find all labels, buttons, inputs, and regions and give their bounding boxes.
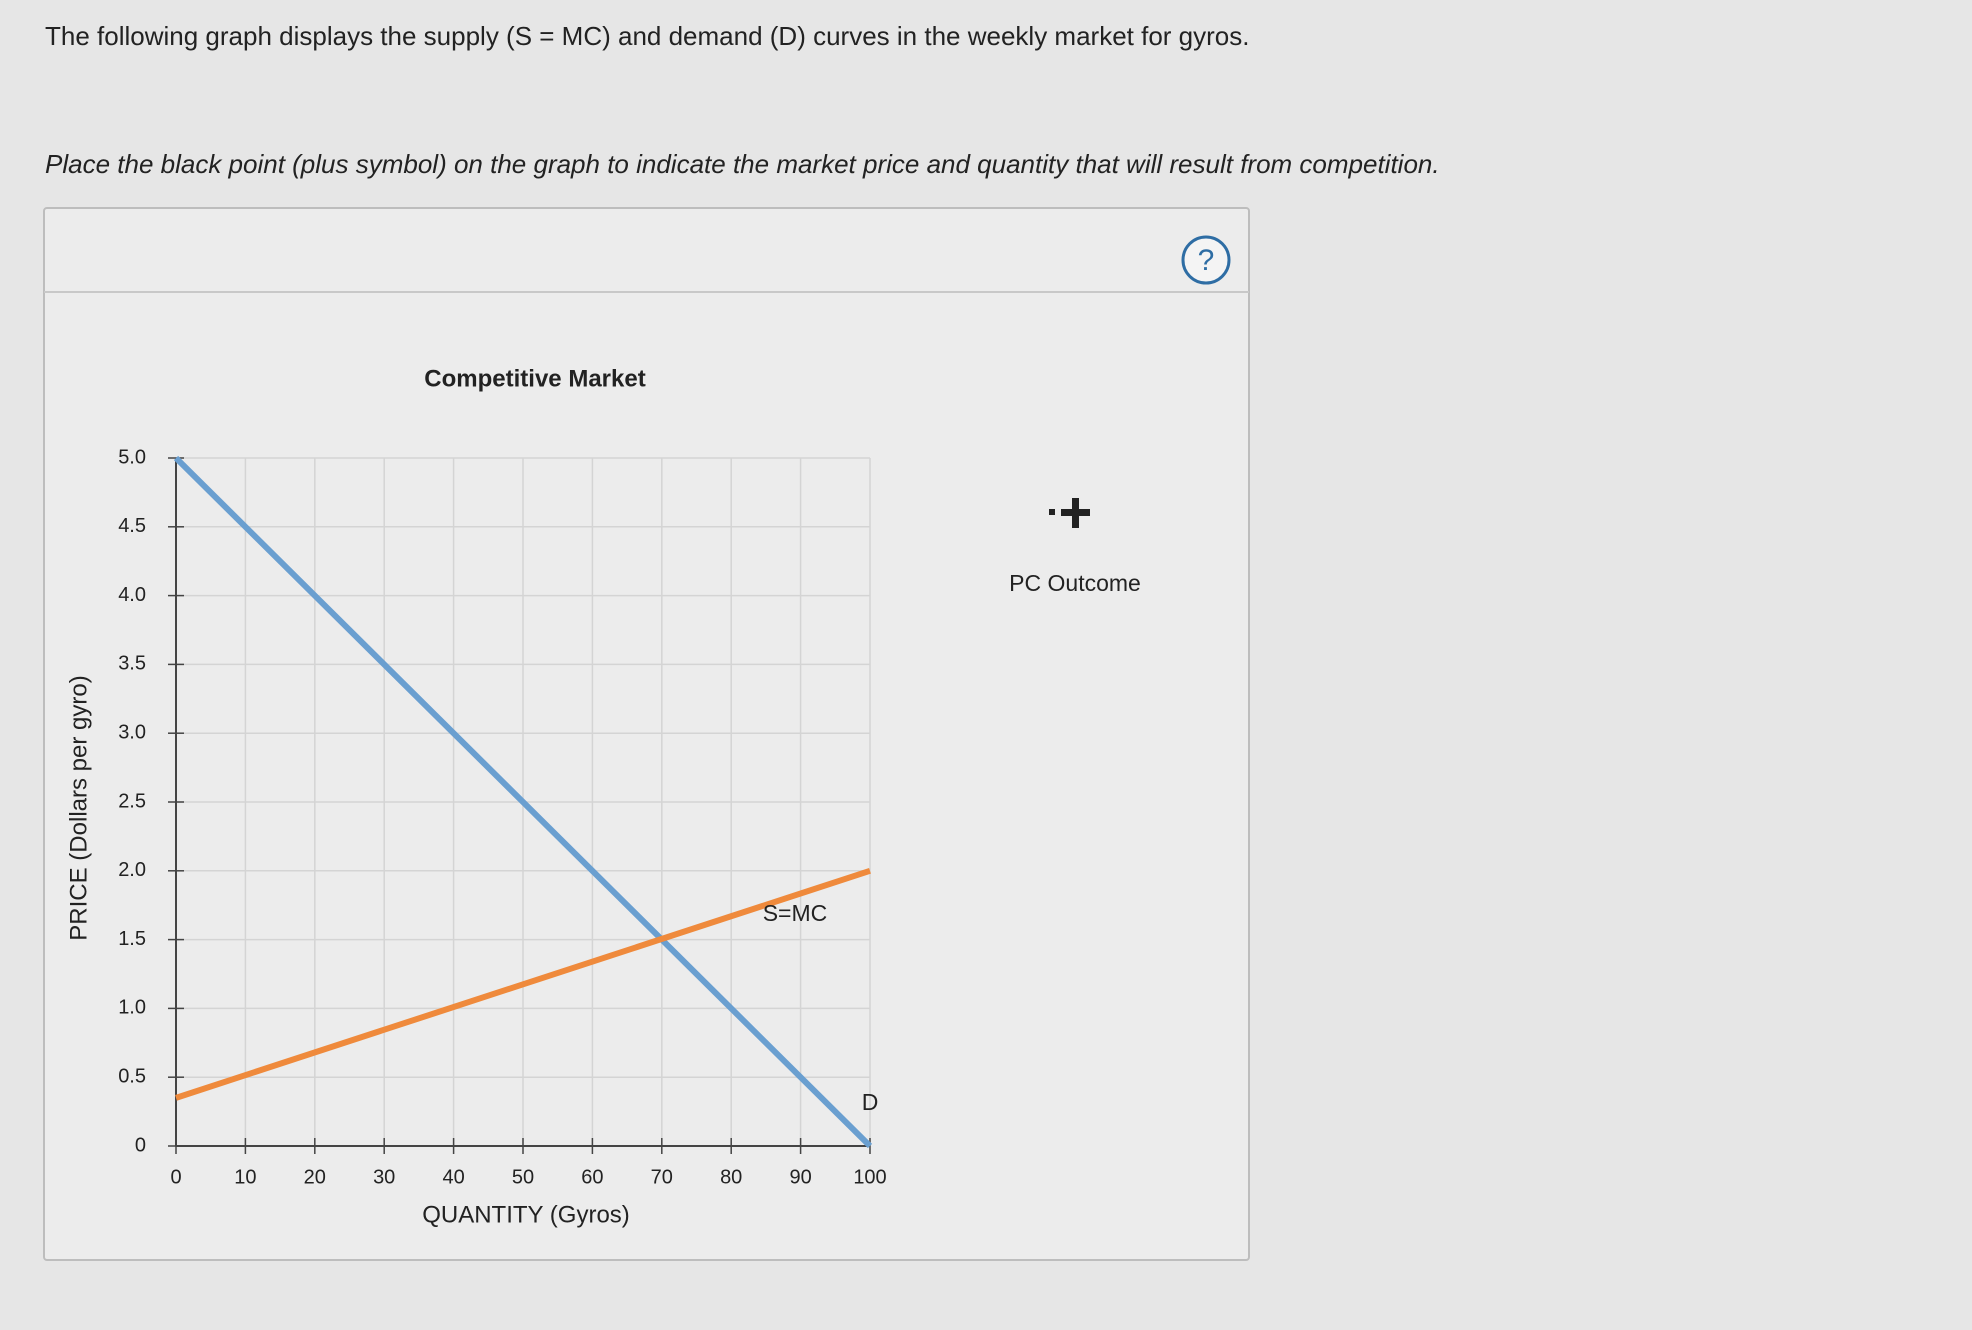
curve bbox=[173, 455, 873, 1149]
plus-horizontal[interactable] bbox=[1061, 509, 1090, 516]
curve-label: D bbox=[862, 1089, 879, 1115]
x-tick-label: 20 bbox=[304, 1166, 326, 1188]
x-tick-label: 90 bbox=[789, 1166, 811, 1188]
y-tick-label: 0 bbox=[135, 1134, 146, 1156]
x-tick-label: 30 bbox=[373, 1166, 395, 1188]
y-tick-label: 4.0 bbox=[118, 584, 146, 606]
y-tick-label: 3.0 bbox=[118, 721, 146, 743]
curve bbox=[175, 867, 871, 1101]
question-instruction: Place the black point (plus symbol) on t… bbox=[45, 149, 1440, 179]
x-tick-label: 80 bbox=[720, 1166, 742, 1188]
y-tick-label: 5.0 bbox=[118, 446, 146, 468]
curve-label: S=MC bbox=[763, 900, 828, 926]
y-tick-label: 2.5 bbox=[118, 790, 146, 812]
x-tick-label: 40 bbox=[442, 1166, 464, 1188]
x-tick-label: 70 bbox=[651, 1166, 673, 1188]
y-tick-label: 2.0 bbox=[118, 859, 146, 881]
plus-handle[interactable] bbox=[1049, 509, 1055, 515]
y-tick-label: 0.5 bbox=[118, 1065, 146, 1087]
pc-outcome-tool[interactable] bbox=[1049, 498, 1090, 528]
x-tick-label: 50 bbox=[512, 1166, 534, 1188]
y-tick-label: 3.5 bbox=[118, 653, 146, 675]
y-axis-label: PRICE (Dollars per gyro) bbox=[65, 675, 92, 940]
y-tick-label: 1.5 bbox=[118, 928, 146, 950]
x-tick-label: 10 bbox=[234, 1166, 256, 1188]
x-tick-label: 0 bbox=[170, 1166, 181, 1188]
x-tick-label: 100 bbox=[853, 1166, 886, 1188]
y-tick-label: 1.0 bbox=[118, 997, 146, 1019]
tool-label: PC Outcome bbox=[1009, 570, 1141, 596]
help-icon[interactable]: ? bbox=[1198, 244, 1215, 277]
question-intro: The following graph displays the supply … bbox=[45, 21, 1249, 51]
y-tick-label: 4.5 bbox=[118, 515, 146, 537]
help-button[interactable] bbox=[1181, 235, 1231, 285]
graph-panel bbox=[43, 207, 1250, 1261]
chart-title: Competitive Market bbox=[424, 365, 645, 392]
x-tick-label: 60 bbox=[581, 1166, 603, 1188]
x-axis-label: QUANTITY (Gyros) bbox=[422, 1201, 630, 1228]
